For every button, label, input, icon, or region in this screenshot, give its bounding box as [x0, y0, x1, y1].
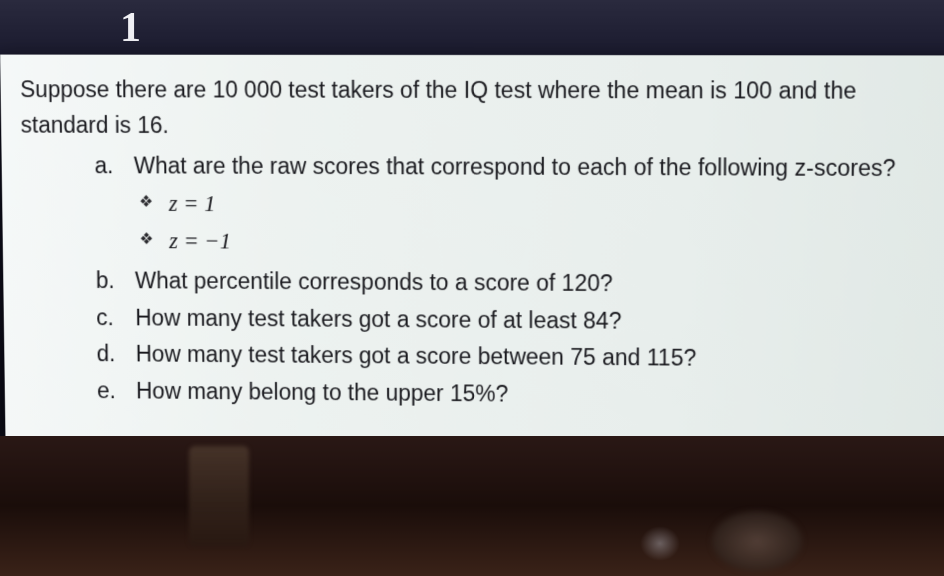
item-letter-e: e. — [97, 374, 129, 409]
question-list: a. What are the raw scores that correspo… — [21, 149, 944, 188]
sub-item-zneg1: ❖ z = −1 — [139, 223, 944, 262]
item-letter-c: c. — [96, 300, 128, 335]
background-photo-area — [0, 436, 944, 576]
diamond-bullet-icon: ❖ — [139, 191, 153, 215]
problem-intro: Suppose there are 10 000 test takers of … — [20, 72, 944, 145]
question-d: d. How many test takers got a score betw… — [97, 337, 944, 378]
question-b-text: What percentile corresponds to a score o… — [135, 264, 613, 302]
question-e: e. How many belong to the upper 15%? — [97, 374, 944, 416]
math-z-equals-1: z = 1 — [169, 186, 216, 221]
item-letter-a: a. — [94, 149, 126, 184]
question-e-text: How many belong to the upper 15%? — [136, 374, 508, 412]
question-c: c. How many test takers got a score of a… — [96, 300, 944, 341]
sub-item-z1: ❖ z = 1 — [139, 186, 944, 225]
question-d-text: How many test takers got a score between… — [136, 337, 697, 376]
document-panel: Suppose there are 10 000 test takers of … — [0, 55, 944, 446]
question-c-text: How many test takers got a score of at l… — [135, 301, 621, 339]
question-a-text: What are the raw scores that correspond … — [134, 149, 896, 187]
item-letter-b: b. — [96, 264, 128, 299]
diamond-bullet-icon: ❖ — [139, 228, 153, 252]
math-z-equals-neg1: z = −1 — [169, 223, 231, 258]
light-reflection — [640, 526, 680, 561]
sub-list-a: ❖ z = 1 ❖ z = −1 — [21, 186, 944, 263]
question-a: a. What are the raw scores that correspo… — [94, 149, 944, 187]
top-bar: 1 — [0, 0, 944, 55]
question-list-cont: b. What percentile corresponds to a scor… — [23, 263, 944, 416]
page-number: 1 — [120, 4, 141, 52]
item-letter-d: d. — [97, 337, 129, 372]
question-b: b. What percentile corresponds to a scor… — [96, 264, 944, 304]
